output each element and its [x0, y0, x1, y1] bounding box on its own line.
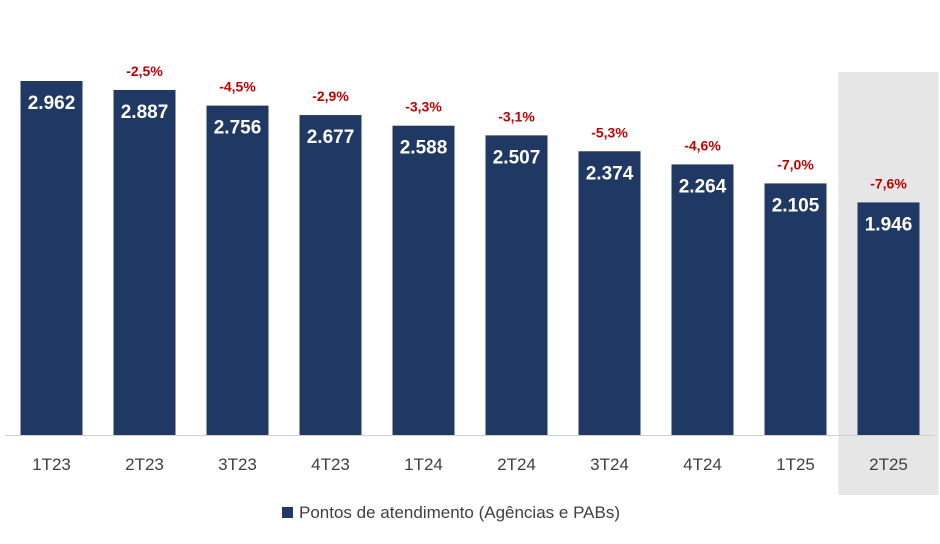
value-label-2T23: 2.887: [121, 102, 169, 123]
bar-2T23: [113, 89, 176, 436]
bar-3T23: [206, 105, 269, 436]
x-tick-label-3T23: 3T23: [218, 455, 257, 474]
x-tick-label-2T24: 2T24: [497, 455, 536, 474]
value-label-3T23: 2.756: [214, 118, 262, 139]
x-tick-label-1T23: 1T23: [32, 455, 71, 474]
change-label-4T23: -2,9%: [312, 88, 349, 104]
value-label-1T23: 2.962: [28, 93, 76, 114]
value-label-4T23: 2.677: [307, 127, 355, 148]
bar-2T25: [857, 202, 920, 435]
bar-2T24: [485, 135, 548, 436]
value-label-4T24: 2.264: [679, 176, 727, 197]
x-tick-label-2T25: 2T25: [869, 455, 908, 474]
value-label-1T24: 2.588: [400, 138, 448, 159]
change-label-1T25: -7,0%: [777, 156, 814, 172]
bars-group: 2.962 1T23 2.887 -2,5% 2T23 2.756 -4,5% 3T23 2.6…: [20, 63, 920, 474]
change-label-2T23: -2,5%: [126, 63, 163, 79]
change-label-4T24: -4,6%: [684, 137, 721, 153]
x-tick-label-1T25: 1T25: [776, 455, 815, 474]
change-label-2T24: -3,1%: [498, 108, 535, 124]
value-label-3T24: 2.374: [586, 163, 634, 184]
legend: Pontos de atendimento (Agências e PABs): [282, 503, 620, 522]
x-tick-label-1T24: 1T24: [404, 455, 443, 474]
bar-4T23: [299, 115, 362, 435]
value-label-1T25: 2.105: [772, 195, 820, 216]
value-label-2T25: 1.946: [865, 214, 913, 235]
bar-3T24: [578, 151, 641, 435]
bar-4T24: [671, 164, 734, 435]
legend-swatch: [282, 507, 293, 518]
x-tick-label-3T24: 3T24: [590, 455, 629, 474]
change-label-3T23: -4,5%: [219, 79, 256, 95]
x-tick-label-4T23: 4T23: [311, 455, 350, 474]
x-tick-label-4T24: 4T24: [683, 455, 722, 474]
x-tick-label-2T23: 2T23: [125, 455, 164, 474]
change-label-3T24: -5,3%: [591, 124, 628, 140]
bar-1T24: [392, 125, 455, 435]
change-label-2T25: -7,6%: [870, 175, 907, 191]
bar-1T23: [20, 81, 83, 435]
bar-1T25: [764, 183, 827, 435]
value-label-2T24: 2.507: [493, 147, 541, 168]
legend-label: Pontos de atendimento (Agências e PABs): [299, 503, 620, 522]
change-label-1T24: -3,3%: [405, 99, 442, 115]
